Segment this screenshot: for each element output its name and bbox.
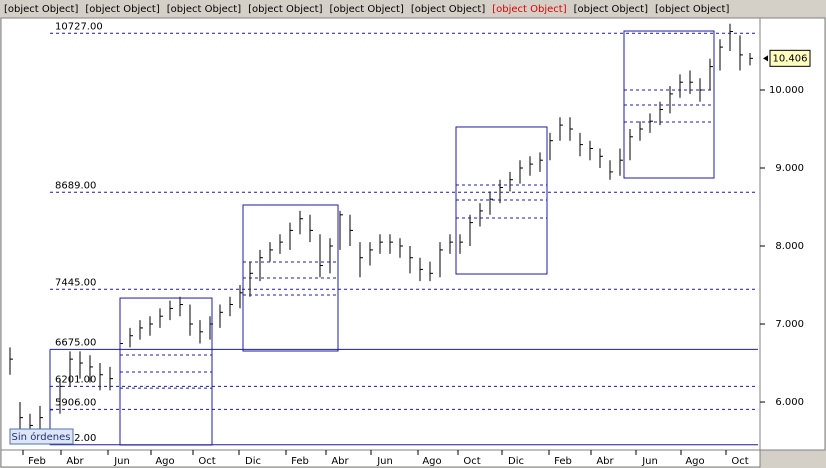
level-label: 6201.00 — [55, 374, 96, 385]
last-price-label: 10.406 — [773, 53, 808, 64]
price-axis — [759, 17, 826, 451]
x-tick-label: Abr — [331, 456, 349, 467]
y-tick-label: 9.000 — [775, 163, 804, 174]
x-tick-label: Jun — [376, 456, 393, 467]
level-label: 5452.00 — [55, 433, 96, 444]
header-item: [object Object] — [4, 4, 78, 15]
x-tick-label: Oct — [198, 456, 215, 467]
x-tick-label: Feb — [554, 456, 572, 467]
level-label: 5906.00 — [55, 397, 96, 408]
x-tick-label: Oct — [731, 456, 748, 467]
level-label: 7445.00 — [55, 277, 96, 288]
range-box — [455, 126, 548, 275]
y-tick-label: 6.000 — [775, 397, 804, 408]
last-price-marker — [763, 55, 768, 62]
header-item: [object Object] — [492, 4, 566, 15]
header-item: [object Object] — [167, 4, 241, 15]
x-tick-label: Ago — [155, 456, 174, 467]
last-price-box — [769, 49, 811, 67]
order-button[interactable]: Sin órdenes — [9, 428, 74, 445]
x-tick-label: Ago — [685, 456, 704, 467]
header-item: [object Object] — [248, 4, 322, 15]
header-item: [object Object] — [411, 4, 485, 15]
header-item: [object Object] — [574, 4, 648, 15]
y-tick-label: 8.000 — [775, 241, 804, 252]
x-tick-label: Feb — [28, 456, 46, 467]
header: [object Object] [object Object] [object Ob… — [4, 4, 729, 15]
time-axis — [0, 449, 761, 468]
series — [9, 23, 753, 434]
header-item: [object Object] — [330, 4, 404, 15]
x-tick-label: Oct — [463, 456, 480, 467]
level-label: 6675.00 — [55, 337, 96, 348]
x-tick-label: Feb — [291, 456, 309, 467]
level-label: 10727.00 — [55, 21, 103, 32]
y-tick-label: 7.000 — [775, 319, 804, 330]
x-tick-label: Abr — [66, 456, 84, 467]
header-item: [object Object] — [655, 4, 729, 15]
x-tick-label: Dic — [245, 456, 261, 467]
x-tick-label: Jun — [641, 456, 658, 467]
x-tick-label: Jun — [113, 456, 130, 467]
button-label[interactable]: Sin órdenes — [12, 431, 71, 443]
button-box[interactable] — [9, 428, 74, 445]
level-label: 8689.00 — [55, 180, 96, 191]
y-tick-label: 10.000 — [769, 85, 804, 96]
x-tick-label: Ago — [422, 456, 441, 467]
plot-area — [0, 17, 761, 451]
header-item: [object Object] — [85, 4, 159, 15]
x-tick-label: Abr — [596, 456, 614, 467]
x-tick-label: Dic — [508, 456, 524, 467]
